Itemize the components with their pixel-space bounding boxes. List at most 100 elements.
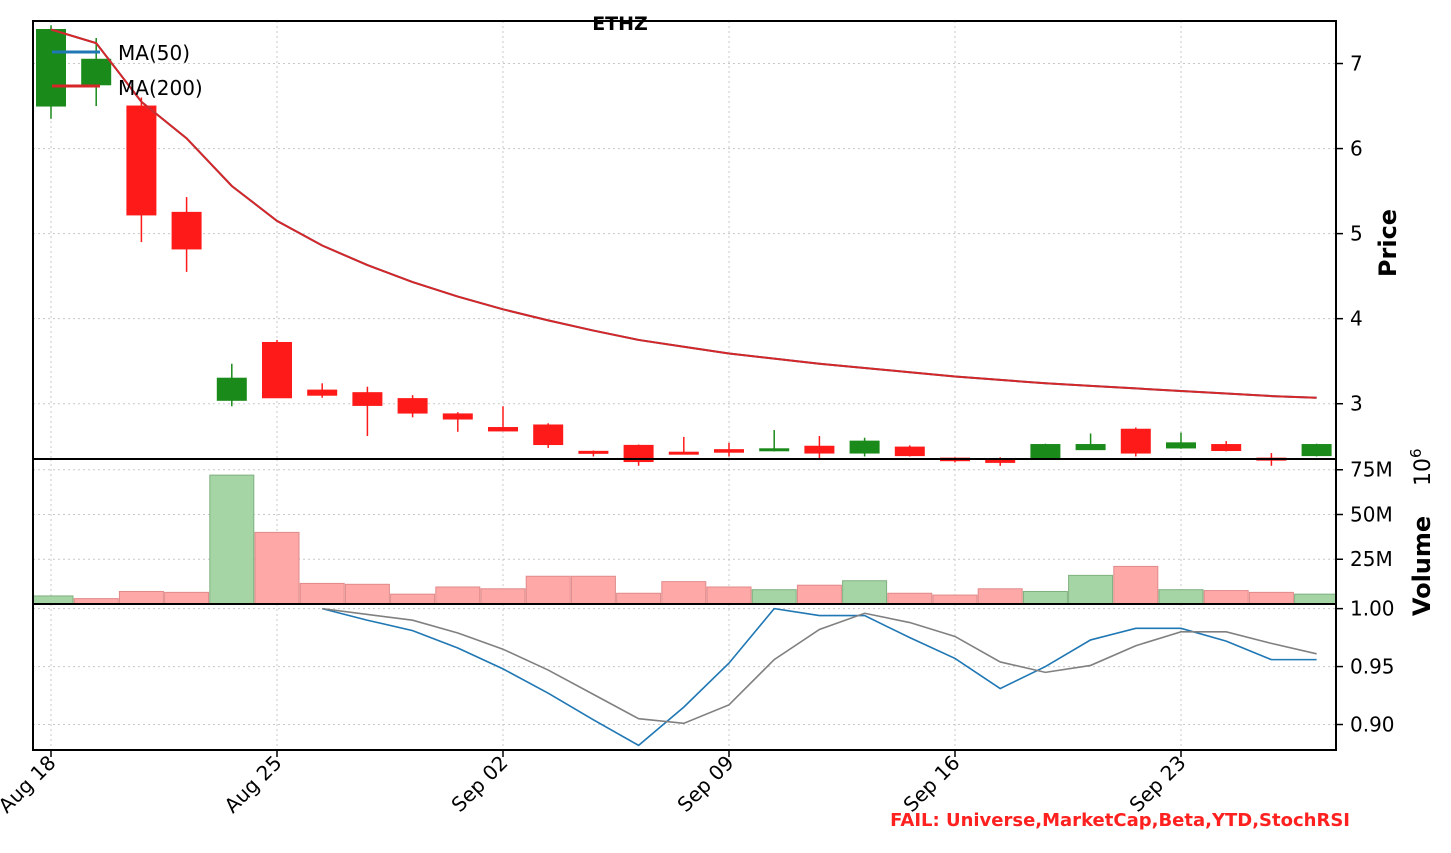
candle-body (262, 341, 292, 399)
candle-up (81, 38, 112, 107)
x-tick-label: Sep 09 (672, 751, 738, 817)
candle-down (623, 444, 654, 466)
candle-down (397, 395, 428, 418)
candle-up (36, 25, 66, 119)
candlesticks (36, 25, 1332, 466)
legend-ma50-label: MA(50) (118, 41, 190, 65)
volume-bar (796, 584, 842, 605)
volume-bar (164, 591, 210, 605)
candle-down (488, 406, 518, 432)
volume-bar (118, 590, 164, 605)
oscillator-y-tick-label: 1.00 (1350, 597, 1395, 621)
legend: MA(50) MA(200) (52, 41, 203, 100)
candle-down (804, 436, 835, 460)
price-y-tick-label: 4 (1350, 307, 1363, 331)
candle-body (442, 413, 473, 420)
volume-bar (1113, 565, 1159, 605)
candle-body (668, 451, 699, 455)
volume-bar (299, 582, 345, 605)
axes: Aug 18 Aug 25 Sep 02 Sep 09 Sep 16 Sep 23 3 4 5 6… (0, 52, 1395, 818)
candle-body (126, 105, 157, 216)
x-tick-label: Sep 23 (1124, 751, 1190, 817)
ma200-line (50, 28, 1317, 399)
candle-up (1030, 443, 1061, 459)
volume-bar (209, 474, 255, 605)
candle-body (1030, 444, 1061, 459)
candle-body (714, 449, 744, 453)
volume-y-tick-label: 75M (1350, 458, 1393, 482)
volume-axis-label: Volume (1408, 516, 1436, 616)
volume-bar (435, 586, 481, 605)
volume-grid (33, 459, 1336, 604)
volume-bars (32, 474, 1337, 605)
volume-bar (616, 592, 662, 605)
candle-down (894, 445, 925, 457)
candle-up (1301, 443, 1332, 457)
volume-y-tick-label: 25M (1350, 547, 1393, 571)
candle-down (578, 450, 609, 457)
svg-text:106: 106 (1407, 448, 1436, 486)
volume-bar (1022, 590, 1068, 605)
candle-up (216, 363, 247, 407)
volume-bar (254, 531, 300, 605)
candle-body (623, 444, 654, 463)
volume-bar (751, 589, 797, 605)
oscillator-lines (322, 607, 1317, 747)
price-axis-label: Price (1374, 209, 1402, 277)
candle-body (171, 211, 202, 250)
oscillator-line-gray (322, 607, 1317, 725)
candle-body (894, 446, 925, 457)
volume-bar (344, 583, 390, 605)
candle-body (488, 427, 518, 432)
candle-body (1166, 442, 1196, 449)
candle-down (668, 436, 699, 455)
volume-bar (1203, 590, 1249, 605)
candle-down (1211, 441, 1242, 452)
price-grid (33, 21, 1336, 459)
candle-up (1166, 432, 1196, 449)
moving-average-lines (50, 28, 1317, 399)
candle-body (759, 448, 790, 452)
candle-up (849, 437, 880, 457)
volume-bar (887, 592, 933, 605)
volume-bar (977, 588, 1023, 605)
x-tick-label: Aug 18 (0, 751, 61, 818)
oscillator-panel-frame (32, 603, 1337, 751)
candle-body (1120, 428, 1151, 454)
candle-down (126, 97, 157, 243)
price-y-tick-label: 3 (1350, 392, 1363, 416)
volume-exponent-base: 10 (1411, 458, 1436, 486)
volume-bar (390, 593, 436, 605)
volume-bar (1068, 574, 1114, 605)
candle-down (262, 339, 292, 399)
candle-down (352, 386, 383, 437)
candle-body (849, 440, 880, 454)
candle-down (714, 442, 744, 457)
chart-title: ETHZ (592, 13, 648, 35)
volume-exponent-power: 6 (1407, 448, 1425, 458)
candle-up (759, 430, 790, 452)
candle-body (397, 398, 428, 414)
candle-down (171, 197, 202, 272)
candle-body (216, 377, 247, 401)
volume-bar (525, 575, 571, 605)
volume-bar (842, 580, 888, 605)
candle-body (307, 389, 338, 396)
price-y-tick-label: 6 (1350, 137, 1363, 161)
volume-exponent-label: 106 (1407, 448, 1436, 486)
price-y-tick-label: 5 (1350, 222, 1363, 246)
oscillator-y-tick-label: 0.90 (1350, 713, 1395, 737)
x-tick-label: Sep 02 (446, 751, 512, 817)
candle-body (1301, 444, 1332, 457)
candle-down (533, 423, 564, 448)
volume-bar (661, 581, 707, 605)
candle-down (1120, 427, 1151, 457)
candle-body (1211, 444, 1242, 451)
x-tick-label: Aug 25 (219, 751, 286, 818)
candle-up (1075, 433, 1106, 451)
volume-bar (32, 595, 74, 605)
oscillator-line-blue (322, 607, 1317, 747)
legend-ma200-label: MA(200) (118, 76, 203, 100)
candle-body (578, 450, 609, 454)
